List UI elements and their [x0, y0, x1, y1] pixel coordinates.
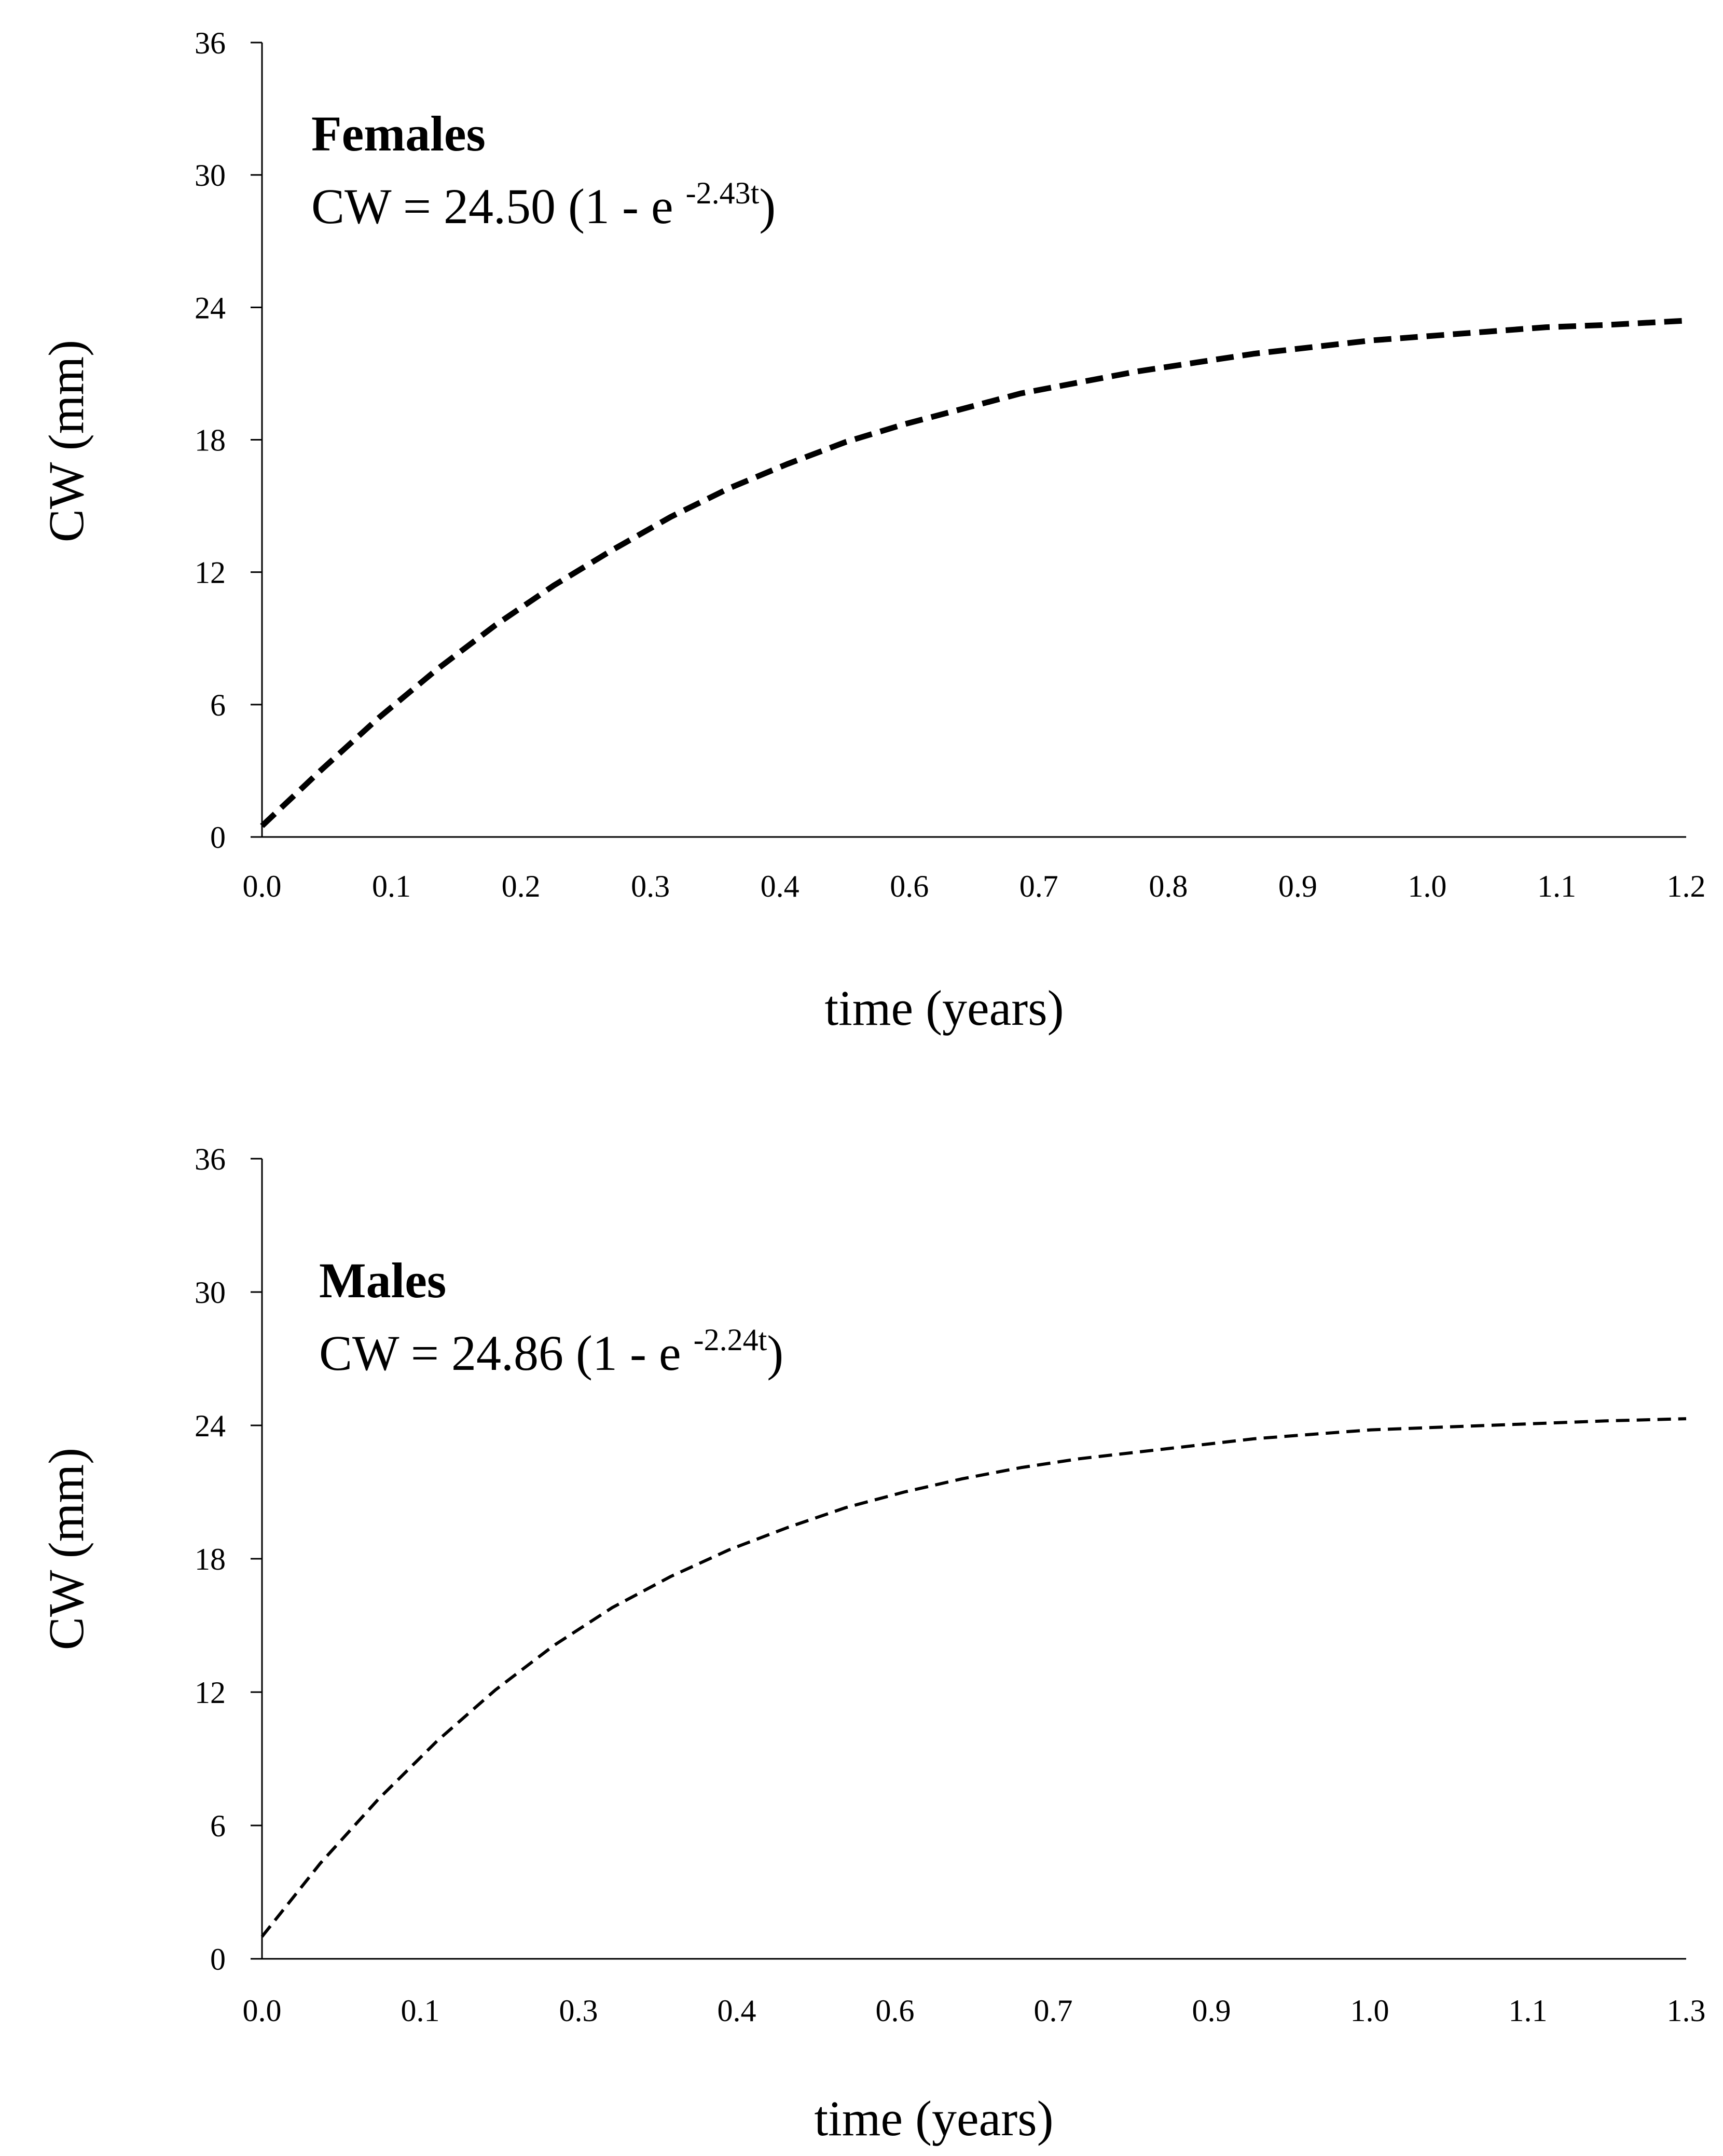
females-plot-area: 0 6 12 18 24 30 36 0.0 0.1 0.2 0.3 0.4 0.6 0.7 0.8 0.9 1… — [195, 26, 1706, 903]
females-x-tick-label: 0.1 — [372, 869, 411, 903]
females-chart: 0 6 12 18 24 30 36 0.0 0.1 0.2 0.3 0.4 0.6 0.7 0.8 0.9 1… — [38, 26, 1706, 1036]
males-y-tick-label: 18 — [195, 1542, 226, 1576]
males-plot-area: 0 6 12 18 24 30 36 0.0 0.1 0.3 0.4 0.6 0.7 0.9 1.0 1.1 1… — [195, 1142, 1706, 2028]
females-x-tick-label: 0.2 — [502, 869, 541, 903]
females-x-tick-label: 1.1 — [1537, 869, 1576, 903]
females-x-axis-label: time (years) — [824, 980, 1064, 1036]
females-x-tick-label: 1.2 — [1667, 869, 1706, 903]
males-equation: CW = 24.86 (1 - e -2.24t) — [319, 1323, 783, 1381]
females-y-tick-label: 30 — [195, 158, 226, 193]
males-x-tick-label: 1.0 — [1350, 1994, 1389, 2028]
females-y-tick-label: 18 — [195, 423, 226, 458]
males-x-axis-label: time (years) — [814, 2091, 1053, 2146]
females-x-tick-label: 0.7 — [1019, 869, 1058, 903]
females-equation: CW = 24.50 (1 - e -2.43t) — [311, 176, 776, 234]
females-y-tick-label: 12 — [195, 556, 226, 590]
females-y-axis-label: CW (mm) — [38, 340, 94, 542]
males-title: Males — [319, 1253, 446, 1308]
females-x-tick-label: 0.6 — [890, 869, 929, 903]
males-x-tick-label: 1.3 — [1667, 1994, 1706, 2028]
males-equation-exponent: -2.24t — [694, 1323, 767, 1357]
males-x-tick-label: 1.1 — [1509, 1994, 1548, 2028]
females-y-tick-label: 0 — [210, 820, 226, 855]
males-chart: 0 6 12 18 24 30 36 0.0 0.1 0.3 0.4 0.6 0.7 0.9 1.0 1.1 1… — [38, 1142, 1706, 2146]
males-y-axis-label: CW (mm) — [38, 1448, 94, 1650]
males-y-tick-label: 24 — [195, 1409, 226, 1443]
males-equation-suffix: ) — [767, 1325, 783, 1381]
males-y-tick-label: 0 — [210, 1942, 226, 1976]
males-x-tick-label: 0.0 — [243, 1994, 282, 2028]
females-x-tick-label: 1.0 — [1408, 869, 1446, 903]
males-y-tick-label: 6 — [210, 1809, 226, 1843]
males-x-tick-label: 0.1 — [401, 1994, 440, 2028]
males-x-tick-label: 0.7 — [1034, 1994, 1073, 2028]
males-y-tick-label: 12 — [195, 1676, 226, 1710]
males-x-tick-label: 0.9 — [1192, 1994, 1231, 2028]
males-equation-prefix: CW = 24.86 (1 - e — [319, 1325, 694, 1381]
females-x-tick-label: 0.3 — [631, 869, 670, 903]
males-growth-curve — [260, 1417, 1687, 1938]
males-y-tick-label: 36 — [195, 1142, 226, 1176]
females-x-tick-label: 0.0 — [243, 869, 282, 903]
females-x-tick-label: 0.9 — [1278, 869, 1317, 903]
females-y-tick-label: 24 — [195, 291, 226, 325]
males-y-tick-label: 30 — [195, 1275, 226, 1310]
females-y-tick-label: 36 — [195, 26, 226, 60]
females-x-tick-label: 0.4 — [761, 869, 800, 903]
females-x-tick-label: 0.8 — [1149, 869, 1188, 903]
females-growth-curve — [260, 318, 1687, 828]
females-title: Females — [311, 106, 486, 161]
males-x-tick-label: 0.6 — [876, 1994, 915, 2028]
females-equation-exponent: -2.43t — [686, 176, 760, 210]
males-x-tick-label: 0.3 — [559, 1994, 598, 2028]
males-x-tick-label: 0.4 — [718, 1994, 756, 2028]
females-y-tick-label: 6 — [210, 688, 226, 722]
females-equation-prefix: CW = 24.50 (1 - e — [311, 178, 686, 234]
females-equation-suffix: ) — [759, 178, 776, 234]
